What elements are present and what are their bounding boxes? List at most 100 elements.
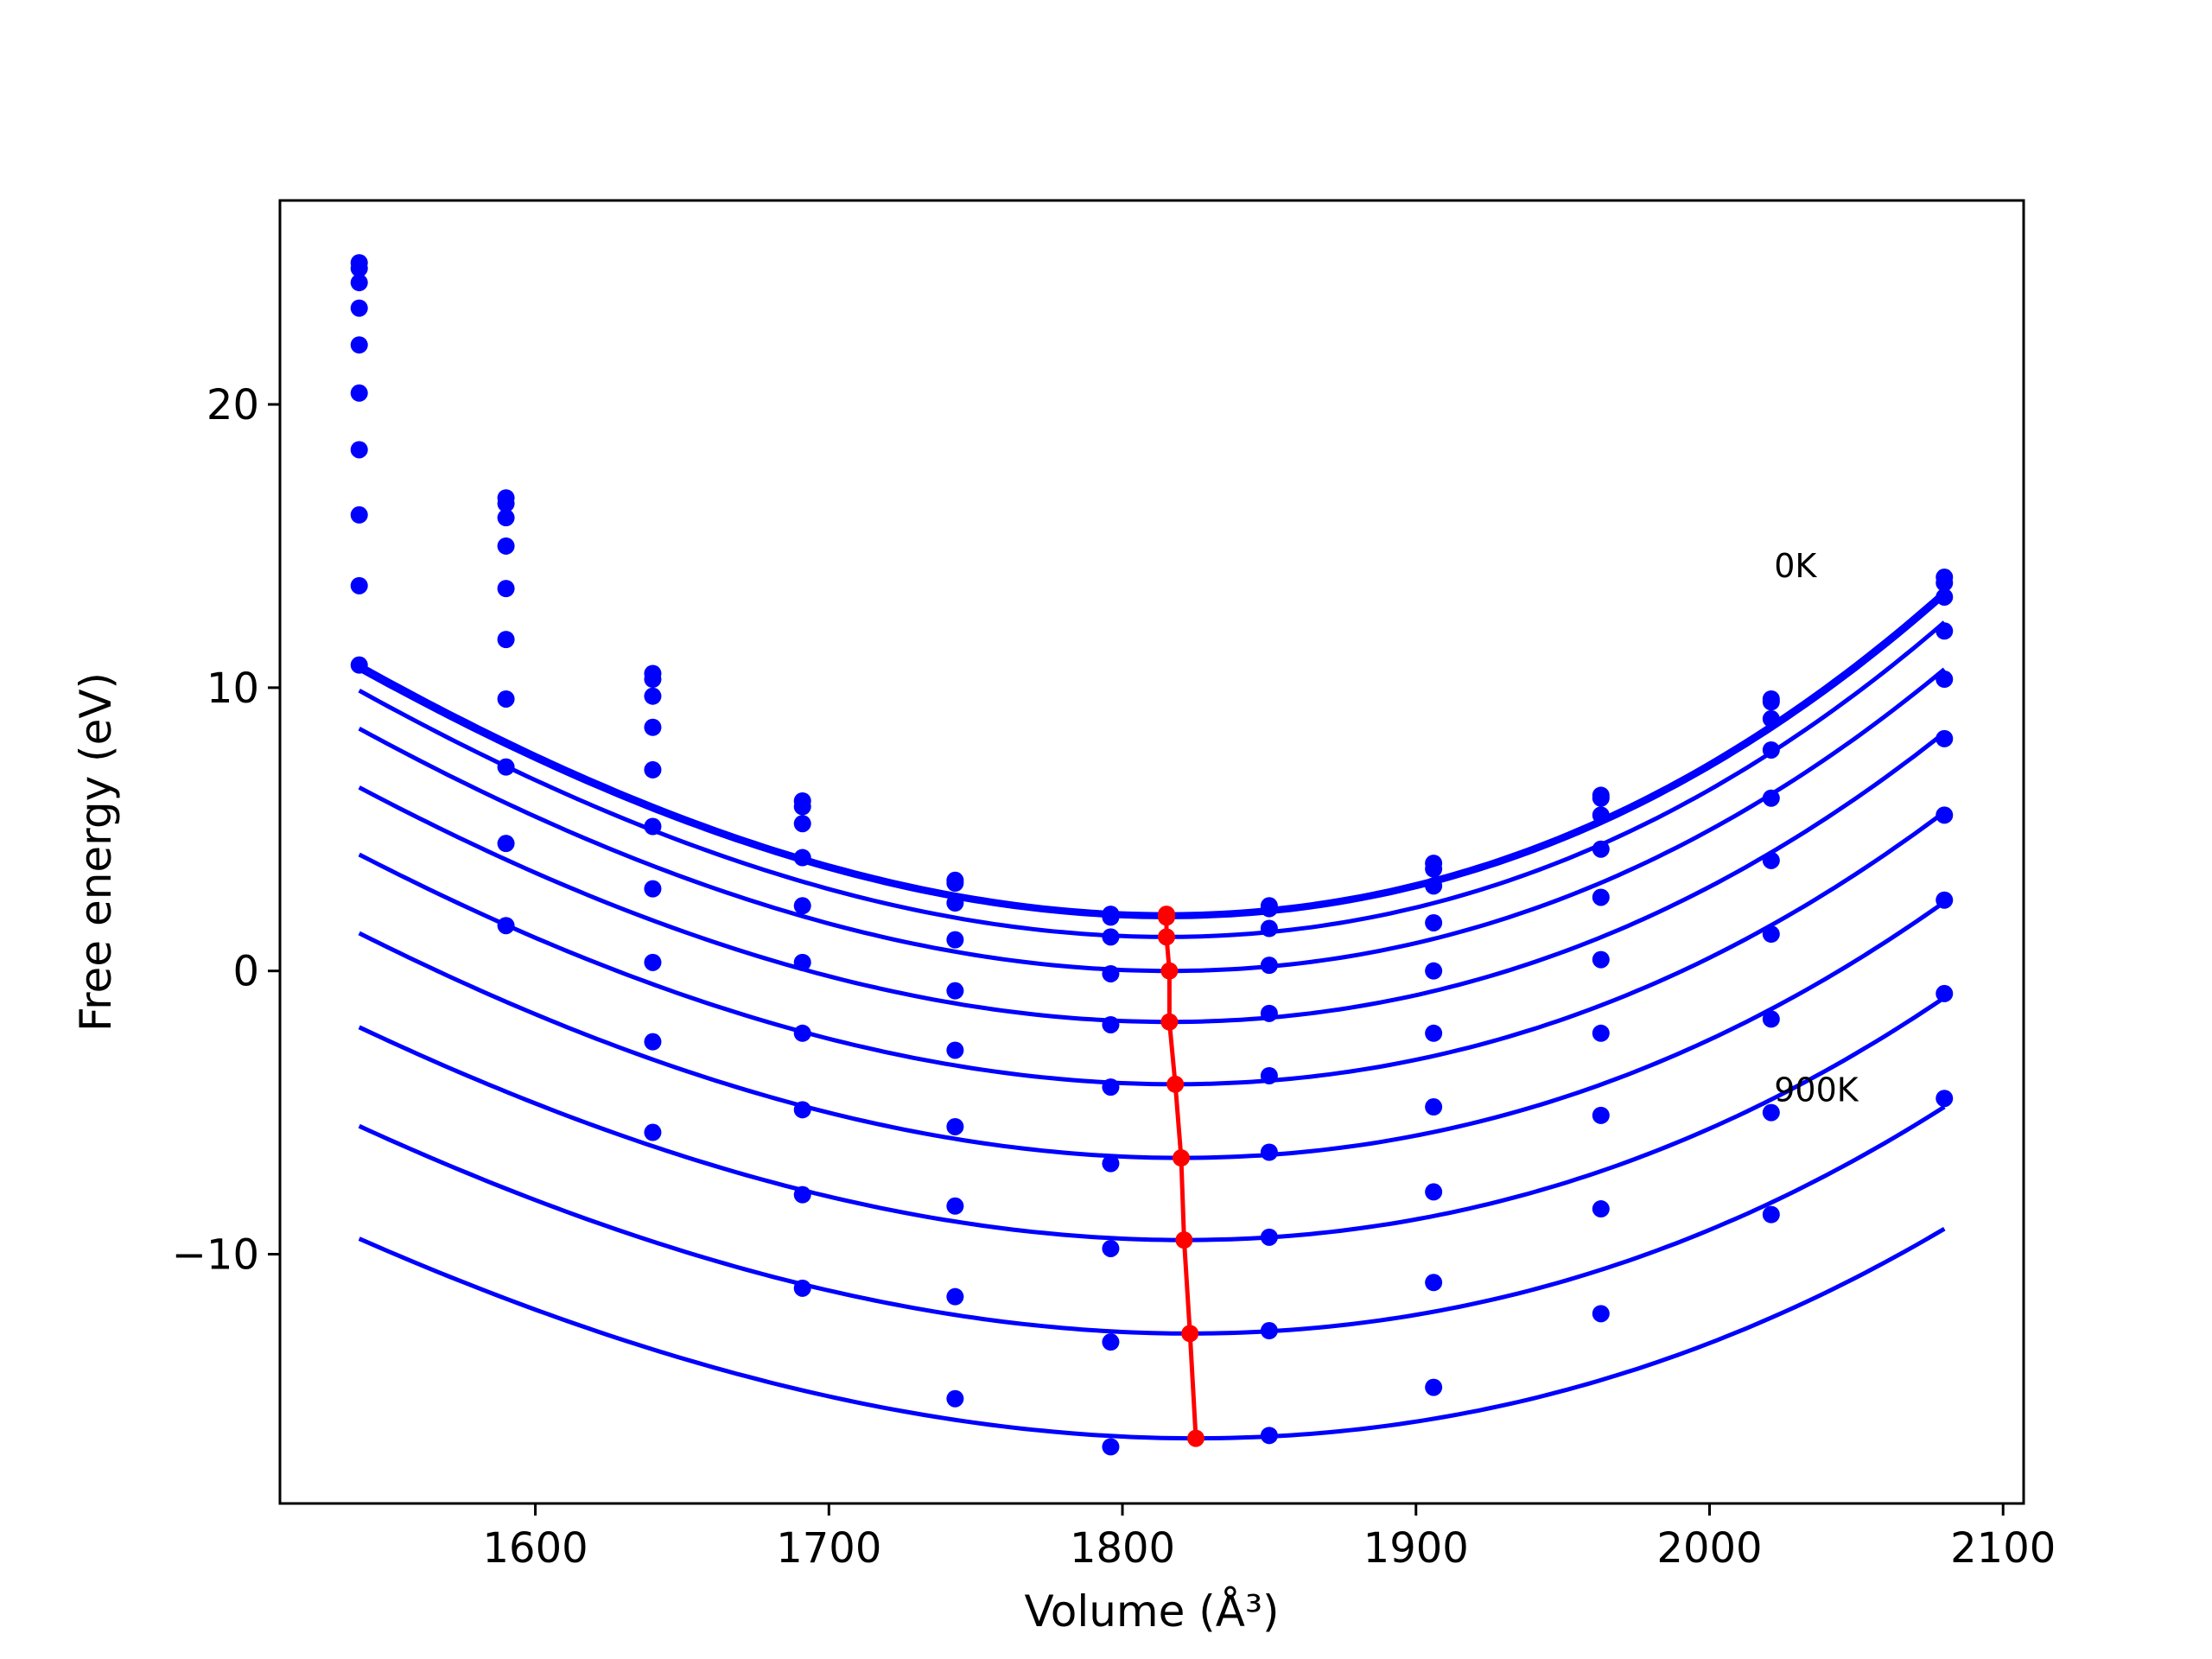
data-point-1-9 <box>1762 693 1780 711</box>
data-point-8-5 <box>1102 1333 1120 1351</box>
data-point-7-7 <box>1425 1183 1443 1201</box>
x-axis-label: Volume (Å³) <box>1024 1586 1279 1637</box>
fit-curve-4 <box>358 731 1946 1025</box>
data-point-5-6 <box>1260 1066 1278 1084</box>
minimum-point-3 <box>1160 962 1179 980</box>
data-point-6-8 <box>1592 1024 1610 1042</box>
data-point-3-4 <box>946 931 964 949</box>
data-point-8-8 <box>1592 1200 1610 1218</box>
data-point-3-6 <box>1260 957 1278 975</box>
data-point-8-9 <box>1762 1103 1780 1122</box>
data-point-9-7 <box>1425 1378 1443 1396</box>
data-point-3-10 <box>1936 622 1954 640</box>
data-point-2-4 <box>946 894 964 912</box>
x-tick-label-4: 2000 <box>1656 1524 1762 1573</box>
data-point-1-10 <box>1936 574 1954 592</box>
minimum-point-7 <box>1175 1231 1193 1249</box>
data-point-4-10 <box>1936 671 1954 689</box>
data-point-6-2 <box>644 880 662 898</box>
data-point-8-2 <box>644 1033 662 1051</box>
data-point-2-0 <box>350 274 368 292</box>
data-point-6-9 <box>1762 925 1780 944</box>
data-point-8-3 <box>793 1185 811 1204</box>
data-point-4-9 <box>1762 789 1780 807</box>
y-tick-label-0: −10 <box>172 1231 259 1280</box>
data-point-2-5 <box>1102 928 1120 946</box>
data-point-1-1 <box>497 494 515 512</box>
data-point-9-4 <box>946 1389 964 1408</box>
data-point-3-8 <box>1592 840 1610 858</box>
x-tick-label-1: 1700 <box>776 1524 881 1573</box>
data-point-7-6 <box>1260 1228 1278 1246</box>
data-point-4-0 <box>350 336 368 354</box>
data-point-7-0 <box>350 505 368 524</box>
data-point-8-10 <box>1936 984 1954 1002</box>
data-point-8-7 <box>1425 1274 1443 1292</box>
data-point-3-1 <box>497 537 515 555</box>
data-point-2-1 <box>497 509 515 527</box>
fit-curve-8 <box>358 1104 1946 1336</box>
data-point-6-6 <box>1260 1143 1278 1161</box>
annotation-0k: 0K <box>1774 547 1817 585</box>
y-tick-label-3: 20 <box>207 381 259 429</box>
minimum-point-6 <box>1172 1149 1190 1167</box>
data-point-1-0 <box>350 259 368 277</box>
x-tick-label-3: 1900 <box>1363 1524 1469 1573</box>
data-point-5-10 <box>1936 729 1954 747</box>
data-point-7-3 <box>793 1101 811 1119</box>
data-point-2-7 <box>1425 877 1443 895</box>
minimum-point-2 <box>1157 928 1175 946</box>
data-point-6-1 <box>497 690 515 708</box>
data-point-3-0 <box>350 299 368 317</box>
data-point-1-3 <box>793 798 811 816</box>
minimum-point-1 <box>1157 908 1175 926</box>
y-axis-label: Free energy (eV) <box>71 672 121 1032</box>
data-point-7-10 <box>1936 891 1954 909</box>
data-point-2-6 <box>1260 919 1278 938</box>
data-point-3-3 <box>793 849 811 867</box>
data-point-7-1 <box>497 758 515 776</box>
y-tick-label-1: 0 <box>232 948 259 996</box>
data-point-7-4 <box>946 1197 964 1215</box>
data-point-1-8 <box>1592 789 1610 807</box>
data-point-3-7 <box>1425 913 1443 931</box>
fit-curve-6 <box>358 899 1946 1160</box>
x-tick-label-5: 2100 <box>1950 1524 2056 1573</box>
data-point-5-1 <box>497 631 515 649</box>
data-point-9-10 <box>1936 1090 1954 1108</box>
fit-curve-5 <box>358 810 1946 1087</box>
fit-curve-1 <box>358 594 1946 919</box>
x-tick-label-2: 1800 <box>1070 1524 1175 1573</box>
data-point-9-1 <box>497 917 515 935</box>
data-point-4-7 <box>1425 962 1443 980</box>
data-point-3-9 <box>1762 741 1780 759</box>
minimum-line <box>1164 914 1198 1439</box>
y-axis-ticks: −10 0 10 20 <box>172 381 280 1280</box>
data-point-1-5 <box>1102 908 1120 926</box>
data-point-5-5 <box>1102 1078 1120 1096</box>
fit-curve-2 <box>358 620 1946 939</box>
data-point-5-0 <box>350 384 368 402</box>
data-point-9-3 <box>793 1279 811 1297</box>
data-point-6-0 <box>350 441 368 459</box>
fit-curve-9 <box>358 1226 1946 1441</box>
data-point-5-3 <box>793 953 811 971</box>
data-point-8-6 <box>1260 1322 1278 1340</box>
data-point-7-8 <box>1592 1106 1610 1124</box>
data-point-3-2 <box>644 718 662 736</box>
data-point-5-4 <box>946 1041 964 1059</box>
data-point-8-1 <box>497 835 515 853</box>
minimum-point-8 <box>1181 1325 1199 1343</box>
data-point-5-9 <box>1762 851 1780 869</box>
data-point-1-4 <box>946 874 964 893</box>
fit-curve-7 <box>358 995 1946 1243</box>
data-point-6-5 <box>1102 1154 1120 1173</box>
data-point-7-9 <box>1762 1010 1780 1028</box>
fit-curve-0 <box>358 589 1946 917</box>
minimum-curve-layer <box>1157 906 1205 1447</box>
data-point-5-7 <box>1425 1024 1443 1042</box>
data-point-4-3 <box>793 897 811 915</box>
data-point-6-4 <box>946 1117 964 1135</box>
plot-frame <box>278 199 2025 1505</box>
data-point-7-2 <box>644 953 662 971</box>
